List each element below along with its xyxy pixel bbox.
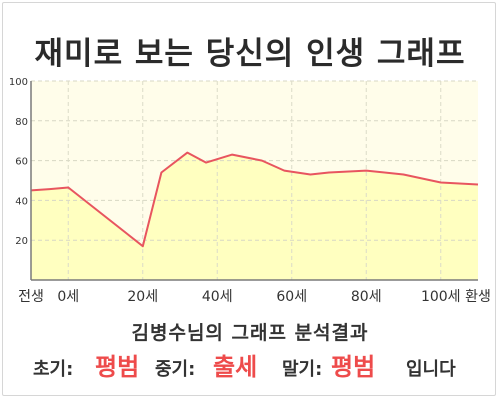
x-tick-label: 60세: [276, 289, 307, 305]
ending-text: 입니다: [406, 359, 456, 380]
y-tick-label: 60: [15, 157, 28, 168]
middle-value: 출세: [213, 353, 258, 381]
series-line: [30, 151, 479, 248]
early-label: 초기:: [33, 359, 74, 380]
x-tick-label: 0세: [57, 289, 79, 305]
y-tick-label: 80: [15, 117, 28, 128]
chart-title: 재미로 보는 당신의 인생 그래프: [34, 36, 466, 72]
middle-label: 중기:: [155, 359, 196, 380]
x-tick-label: 100세: [421, 289, 461, 305]
late-value: 평범: [331, 353, 376, 381]
x-tick-label: 전생: [18, 289, 44, 305]
early-value: 평범: [95, 353, 140, 381]
analysis-subtitle: 김병수님의 그래프 분석결과: [131, 322, 369, 344]
y-tick-label: 100: [9, 77, 28, 88]
y-tick-label: 20: [15, 236, 28, 247]
y-tick-label: 40: [15, 196, 28, 207]
late-label: 말기:: [282, 359, 323, 380]
area-fill: [31, 152, 478, 280]
x-tick-label: 20세: [127, 289, 158, 305]
x-tick-label: 80세: [351, 289, 382, 305]
outer-frame: [2, 2, 496, 396]
x-tick-label: 환생: [465, 289, 491, 305]
x-tick-label: 40세: [202, 289, 233, 305]
